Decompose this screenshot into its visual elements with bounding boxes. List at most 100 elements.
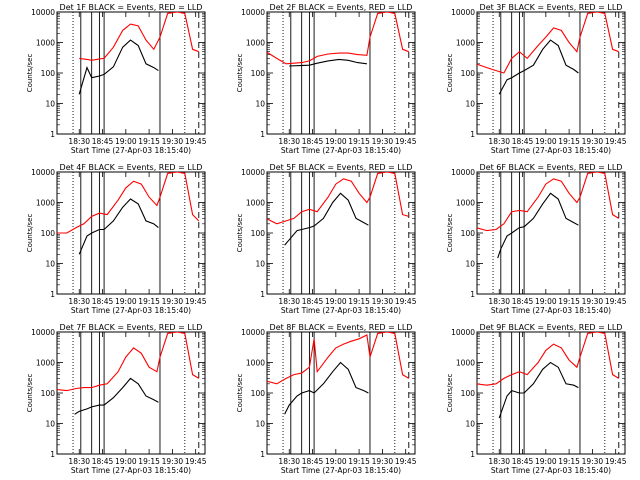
x-tick-label: 18:30 <box>68 457 90 466</box>
x-tick-label: 18:45 <box>512 137 534 146</box>
detector-panel: Det 8F BLACK = Events, RED = LLD 1 10 100 10… <box>236 323 417 475</box>
x-tick-label: 19:15 <box>348 297 370 306</box>
x-tick-label: 19:00 <box>325 457 347 466</box>
x-tick-label: 19:30 <box>162 137 184 146</box>
lld-series-line <box>57 172 200 234</box>
x-tick-label: 19:30 <box>582 137 604 146</box>
x-tick-label: 18:30 <box>488 137 510 146</box>
x-tick-label: 19:15 <box>138 297 160 306</box>
panel-title: Det 7F BLACK = Events, RED = LLD <box>60 323 203 332</box>
detector-panel: Det 7F BLACK = Events, RED = LLD 1 10 100 10… <box>26 323 207 475</box>
y-tick-label: 1 <box>260 450 265 459</box>
x-axis-label: Start Time (27-Apr-03 18:15:40) <box>491 306 611 315</box>
y-axis-label: Counts/sec <box>446 54 454 93</box>
x-tick-label: 19:00 <box>115 457 137 466</box>
y-tick-label: 100 <box>41 229 56 238</box>
panel-title: Det 2F BLACK = Events, RED = LLD <box>270 3 413 12</box>
x-tick-label: 18:45 <box>92 457 114 466</box>
plot-frame <box>266 171 416 295</box>
x-tick-label: 19:30 <box>372 457 394 466</box>
y-tick-label: 10000 <box>451 8 475 17</box>
x-tick-label: 19:30 <box>372 297 394 306</box>
x-tick-label: 19:45 <box>185 137 207 146</box>
x-axis-label: Start Time (27-Apr-03 18:15:40) <box>71 146 191 155</box>
lld-series-line <box>477 172 620 232</box>
y-tick-label: 100 <box>461 229 476 238</box>
detector-panel: Det 9F BLACK = Events, RED = LLD 1 10 100 10… <box>446 323 627 475</box>
y-axis-label: Counts/sec <box>446 214 454 253</box>
x-tick-label: 19:00 <box>535 297 557 306</box>
plot-frame <box>56 11 206 135</box>
x-tick-label: 19:45 <box>395 457 417 466</box>
events-series-line <box>498 39 579 95</box>
events-series-line <box>74 377 159 415</box>
plot-frame <box>56 171 206 295</box>
y-tick-label: 1 <box>50 290 55 299</box>
y-tick-label: 10 <box>45 100 55 109</box>
panel-title: Det 3F BLACK = Events, RED = LLD <box>480 3 623 12</box>
y-tick-label: 1 <box>260 130 265 139</box>
y-tick-label: 10000 <box>451 168 475 177</box>
y-tick-label: 10000 <box>31 328 55 337</box>
x-axis-label: Start Time (27-Apr-03 18:15:40) <box>281 146 401 155</box>
x-axis-label: Start Time (27-Apr-03 18:15:40) <box>71 466 191 475</box>
events-series-line <box>497 192 579 259</box>
y-axis-label: Counts/sec <box>446 374 454 413</box>
x-tick-label: 19:00 <box>325 297 347 306</box>
x-tick-label: 19:15 <box>138 137 160 146</box>
x-axis-label: Start Time (27-Apr-03 18:15:40) <box>71 306 191 315</box>
y-tick-label: 10 <box>465 420 475 429</box>
panel-title: Det 5F BLACK = Events, RED = LLD <box>270 163 413 172</box>
x-tick-label: 19:00 <box>115 137 137 146</box>
events-series-line <box>78 198 159 255</box>
x-tick-label: 19:45 <box>605 137 627 146</box>
y-tick-label: 1 <box>470 290 475 299</box>
y-tick-label: 100 <box>41 389 56 398</box>
x-tick-label: 18:30 <box>488 457 510 466</box>
y-tick-label: 1 <box>260 290 265 299</box>
x-tick-label: 18:45 <box>92 297 114 306</box>
y-tick-label: 100 <box>251 69 266 78</box>
x-tick-label: 19:30 <box>372 137 394 146</box>
x-tick-label: 18:30 <box>278 457 300 466</box>
lld-series-line <box>477 12 619 74</box>
panel-title: Det 9F BLACK = Events, RED = LLD <box>480 323 623 332</box>
y-axis-label: Counts/sec <box>236 374 244 413</box>
y-axis-label: Counts/sec <box>26 214 34 253</box>
x-tick-label: 18:30 <box>68 137 90 146</box>
y-tick-label: 10000 <box>31 168 55 177</box>
x-tick-label: 18:45 <box>512 297 534 306</box>
y-tick-label: 100 <box>251 389 266 398</box>
y-tick-label: 1 <box>470 130 475 139</box>
events-series-line <box>498 361 579 419</box>
detector-panel: Det 4F BLACK = Events, RED = LLD 1 10 100 10… <box>26 163 207 315</box>
panel-title: Det 8F BLACK = Events, RED = LLD <box>270 323 413 332</box>
y-tick-label: 1000 <box>36 39 55 48</box>
events-series-line <box>78 39 159 95</box>
detector-panel: Det 5F BLACK = Events, RED = LLD 1 10 100 10… <box>236 163 417 315</box>
x-tick-label: 18:30 <box>488 297 510 306</box>
y-tick-label: 10 <box>45 260 55 269</box>
y-tick-label: 10000 <box>241 8 265 17</box>
y-tick-label: 10000 <box>241 328 265 337</box>
x-tick-label: 19:45 <box>605 457 627 466</box>
y-tick-label: 10 <box>465 260 475 269</box>
y-tick-label: 10000 <box>451 328 475 337</box>
events-series-line <box>284 192 369 246</box>
plot-frame <box>476 171 626 295</box>
x-tick-label: 19:45 <box>185 457 207 466</box>
y-tick-label: 10000 <box>31 8 55 17</box>
y-tick-label: 1000 <box>456 39 475 48</box>
detector-panel: Det 6F BLACK = Events, RED = LLD 1 10 100 10… <box>446 163 627 315</box>
y-tick-label: 100 <box>251 229 266 238</box>
x-tick-label: 19:00 <box>115 297 137 306</box>
y-tick-label: 1 <box>50 450 55 459</box>
y-tick-label: 10 <box>255 100 265 109</box>
y-tick-label: 10000 <box>241 168 265 177</box>
x-tick-label: 19:00 <box>535 457 557 466</box>
y-tick-label: 1 <box>50 130 55 139</box>
x-tick-label: 19:15 <box>348 137 370 146</box>
x-tick-label: 19:30 <box>582 297 604 306</box>
y-tick-label: 1000 <box>36 199 55 208</box>
